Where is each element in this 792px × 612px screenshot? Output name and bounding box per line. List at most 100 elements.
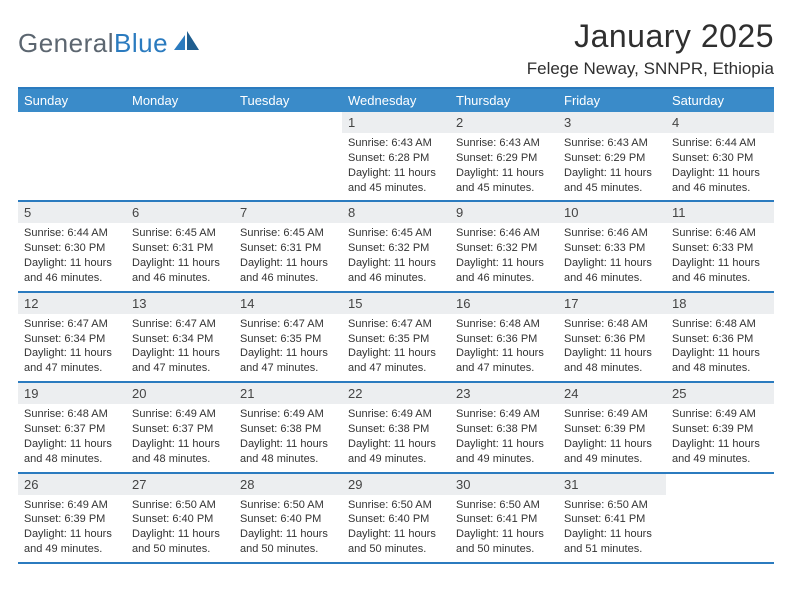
day-number: 29 <box>342 474 450 495</box>
sunrise-label: Sunrise: 6:45 AM <box>348 226 444 241</box>
day-body: Sunrise: 6:49 AMSunset: 6:37 PMDaylight:… <box>126 404 234 471</box>
day-number: 3 <box>558 112 666 133</box>
day-number: 18 <box>666 293 774 314</box>
daylight-label: Daylight: 11 hours and 46 minutes. <box>456 256 552 286</box>
calendar-cell: 15Sunrise: 6:47 AMSunset: 6:35 PMDayligh… <box>342 292 450 382</box>
day-body: Sunrise: 6:45 AMSunset: 6:31 PMDaylight:… <box>126 223 234 290</box>
sunset-label: Sunset: 6:38 PM <box>348 422 444 437</box>
daylight-label: Daylight: 11 hours and 47 minutes. <box>456 346 552 376</box>
day-number: 17 <box>558 293 666 314</box>
calendar-cell <box>18 112 126 201</box>
daylight-label: Daylight: 11 hours and 45 minutes. <box>456 166 552 196</box>
day-number: 8 <box>342 202 450 223</box>
day-body: Sunrise: 6:45 AMSunset: 6:31 PMDaylight:… <box>234 223 342 290</box>
day-body: Sunrise: 6:49 AMSunset: 6:39 PMDaylight:… <box>666 404 774 471</box>
day-number: 24 <box>558 383 666 404</box>
calendar-week-row: 12Sunrise: 6:47 AMSunset: 6:34 PMDayligh… <box>18 292 774 382</box>
weekday-heading: Wednesday <box>342 89 450 112</box>
daylight-label: Daylight: 11 hours and 48 minutes. <box>240 437 336 467</box>
daylight-label: Daylight: 11 hours and 51 minutes. <box>564 527 660 557</box>
calendar-cell: 2Sunrise: 6:43 AMSunset: 6:29 PMDaylight… <box>450 112 558 201</box>
sunset-label: Sunset: 6:36 PM <box>564 332 660 347</box>
sunrise-label: Sunrise: 6:49 AM <box>132 407 228 422</box>
day-number: 14 <box>234 293 342 314</box>
sunrise-label: Sunrise: 6:44 AM <box>24 226 120 241</box>
sunset-label: Sunset: 6:39 PM <box>564 422 660 437</box>
calendar-cell <box>234 112 342 201</box>
daylight-label: Daylight: 11 hours and 47 minutes. <box>348 346 444 376</box>
weekday-row: Sunday Monday Tuesday Wednesday Thursday… <box>18 89 774 112</box>
sunset-label: Sunset: 6:33 PM <box>564 241 660 256</box>
calendar-cell: 27Sunrise: 6:50 AMSunset: 6:40 PMDayligh… <box>126 473 234 563</box>
sunset-label: Sunset: 6:32 PM <box>456 241 552 256</box>
sunset-label: Sunset: 6:37 PM <box>132 422 228 437</box>
daylight-label: Daylight: 11 hours and 50 minutes. <box>132 527 228 557</box>
sunset-label: Sunset: 6:29 PM <box>564 151 660 166</box>
calendar-cell: 16Sunrise: 6:48 AMSunset: 6:36 PMDayligh… <box>450 292 558 382</box>
day-number: 19 <box>18 383 126 404</box>
daylight-label: Daylight: 11 hours and 47 minutes. <box>132 346 228 376</box>
sunset-label: Sunset: 6:38 PM <box>456 422 552 437</box>
day-body: Sunrise: 6:50 AMSunset: 6:41 PMDaylight:… <box>558 495 666 562</box>
day-body: Sunrise: 6:46 AMSunset: 6:33 PMDaylight:… <box>558 223 666 290</box>
sunrise-label: Sunrise: 6:49 AM <box>672 407 768 422</box>
calendar-cell <box>666 473 774 563</box>
sunset-label: Sunset: 6:29 PM <box>456 151 552 166</box>
daylight-label: Daylight: 11 hours and 46 minutes. <box>132 256 228 286</box>
day-number: 25 <box>666 383 774 404</box>
day-body: Sunrise: 6:44 AMSunset: 6:30 PMDaylight:… <box>18 223 126 290</box>
logo-blue: Blue <box>114 28 168 58</box>
day-body: Sunrise: 6:49 AMSunset: 6:39 PMDaylight:… <box>558 404 666 471</box>
daylight-label: Daylight: 11 hours and 46 minutes. <box>348 256 444 286</box>
daylight-label: Daylight: 11 hours and 50 minutes. <box>456 527 552 557</box>
day-number: 27 <box>126 474 234 495</box>
calendar-cell: 18Sunrise: 6:48 AMSunset: 6:36 PMDayligh… <box>666 292 774 382</box>
day-body: Sunrise: 6:49 AMSunset: 6:39 PMDaylight:… <box>18 495 126 562</box>
day-number: 22 <box>342 383 450 404</box>
day-body: Sunrise: 6:43 AMSunset: 6:28 PMDaylight:… <box>342 133 450 200</box>
daylight-label: Daylight: 11 hours and 46 minutes. <box>24 256 120 286</box>
day-body: Sunrise: 6:48 AMSunset: 6:36 PMDaylight:… <box>666 314 774 381</box>
day-body: Sunrise: 6:47 AMSunset: 6:35 PMDaylight:… <box>342 314 450 381</box>
day-number: 10 <box>558 202 666 223</box>
calendar-cell: 23Sunrise: 6:49 AMSunset: 6:38 PMDayligh… <box>450 382 558 472</box>
calendar-cell: 28Sunrise: 6:50 AMSunset: 6:40 PMDayligh… <box>234 473 342 563</box>
day-number: 15 <box>342 293 450 314</box>
day-body: Sunrise: 6:50 AMSunset: 6:40 PMDaylight:… <box>342 495 450 562</box>
calendar-cell: 9Sunrise: 6:46 AMSunset: 6:32 PMDaylight… <box>450 201 558 291</box>
sunset-label: Sunset: 6:32 PM <box>348 241 444 256</box>
sunset-label: Sunset: 6:39 PM <box>24 512 120 527</box>
day-number: 9 <box>450 202 558 223</box>
day-body: Sunrise: 6:49 AMSunset: 6:38 PMDaylight:… <box>234 404 342 471</box>
day-number: 16 <box>450 293 558 314</box>
calendar-week-row: 19 Sunrise: 6:48 AM Sunset: 6:37 PM Dayligh… <box>18 382 774 472</box>
calendar-week-row: 1Sunrise: 6:43 AMSunset: 6:28 PMDaylight… <box>18 112 774 201</box>
sunset-label: Sunset: 6:35 PM <box>240 332 336 347</box>
sunrise-label: Sunrise: 6:49 AM <box>348 407 444 422</box>
logo-general: General <box>18 28 114 58</box>
day-body: Sunrise: 6:48 AMSunset: 6:36 PMDaylight:… <box>450 314 558 381</box>
day-number: 13 <box>126 293 234 314</box>
calendar-cell: 14Sunrise: 6:47 AMSunset: 6:35 PMDayligh… <box>234 292 342 382</box>
daylight-label: Daylight: 11 hours and 46 minutes. <box>672 256 768 286</box>
day-body: Sunrise: 6:50 AMSunset: 6:41 PMDaylight:… <box>450 495 558 562</box>
calendar-cell: 1Sunrise: 6:43 AMSunset: 6:28 PMDaylight… <box>342 112 450 201</box>
sunrise-label: Sunrise: 6:49 AM <box>564 407 660 422</box>
day-body: Sunrise: 6:49 AMSunset: 6:38 PMDaylight:… <box>342 404 450 471</box>
weekday-heading: Monday <box>126 89 234 112</box>
daylight-label: Daylight: 11 hours and 48 minutes. <box>672 346 768 376</box>
sunrise-label: Sunrise: 6:43 AM <box>456 136 552 151</box>
daylight-label: Daylight: 11 hours and 47 minutes. <box>24 346 120 376</box>
day-number: 11 <box>666 202 774 223</box>
calendar-cell: 17Sunrise: 6:48 AMSunset: 6:36 PMDayligh… <box>558 292 666 382</box>
day-number: 20 <box>126 383 234 404</box>
weekday-heading: Sunday <box>18 89 126 112</box>
page-title: January 2025 <box>527 18 774 55</box>
sunset-label: Sunset: 6:40 PM <box>348 512 444 527</box>
sunrise-label: Sunrise: 6:50 AM <box>456 498 552 513</box>
sunrise-label: Sunrise: 6:48 AM <box>456 317 552 332</box>
sunrise-label: Sunrise: 6:48 AM <box>24 407 120 422</box>
daylight-label: Daylight: 11 hours and 45 minutes. <box>348 166 444 196</box>
calendar-cell: 3Sunrise: 6:43 AMSunset: 6:29 PMDaylight… <box>558 112 666 201</box>
sunset-label: Sunset: 6:35 PM <box>348 332 444 347</box>
